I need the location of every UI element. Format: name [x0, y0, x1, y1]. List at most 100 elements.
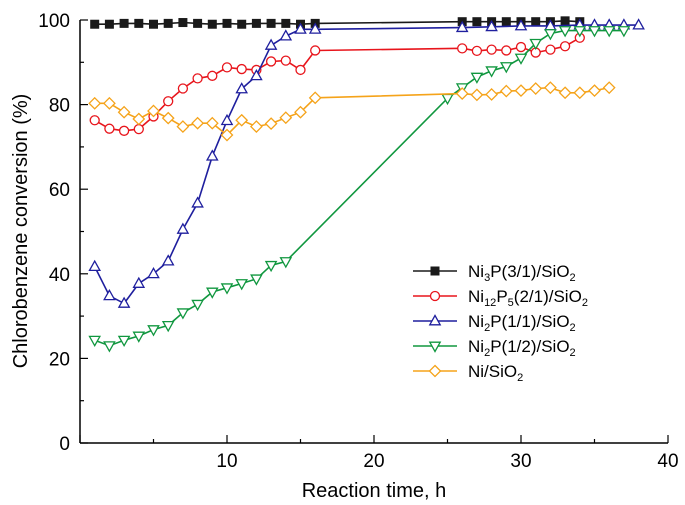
data-point: [90, 19, 100, 29]
data-point: [205, 149, 219, 161]
data-point: [266, 18, 276, 28]
x-axis-title: Reaction time, h: [302, 480, 447, 502]
data-point: [514, 19, 528, 31]
data-point: [88, 96, 102, 110]
data-point: [178, 18, 188, 28]
legend-marker: [428, 314, 442, 326]
data-point: [617, 26, 631, 38]
data-point: [632, 18, 645, 30]
data-point: [161, 111, 175, 125]
data-point: [294, 22, 307, 34]
data-point: [149, 19, 158, 29]
data-point: [205, 287, 219, 299]
data-point: [132, 331, 146, 343]
data-point: [147, 104, 160, 118]
data-point: [264, 38, 278, 50]
data-point: [308, 22, 322, 34]
y-tick-label: 80: [49, 96, 70, 117]
data-point: [265, 56, 277, 67]
data-point: [134, 18, 144, 28]
data-point: [545, 44, 556, 55]
data-point: [193, 18, 203, 28]
data-point: [104, 19, 114, 29]
legend-marker: [429, 290, 441, 302]
data-point: [104, 123, 115, 134]
data-point: [205, 116, 219, 130]
data-point: [560, 16, 570, 26]
data-point: [132, 112, 146, 126]
data-point: [191, 299, 204, 312]
data-point: [163, 96, 174, 107]
data-point: [237, 19, 247, 29]
x-ticks: 10 20 30 40: [79, 435, 679, 472]
data-point: [133, 123, 144, 135]
data-point: [457, 43, 468, 54]
data-point: [117, 296, 131, 308]
data-point: [119, 18, 129, 28]
data-point: [531, 17, 541, 27]
x-tick-label: 10: [216, 451, 237, 472]
data-point: [191, 196, 204, 208]
data-point: [264, 260, 278, 273]
series-3: [88, 26, 631, 353]
data-point: [249, 120, 263, 134]
data-point: [102, 96, 116, 110]
data-point: [264, 117, 278, 131]
data-point: [220, 128, 234, 142]
data-point: [221, 62, 233, 73]
data-point: [294, 105, 307, 119]
data-point: [279, 29, 293, 41]
data-point: [236, 63, 247, 75]
data-point: [191, 116, 205, 130]
data-point: [499, 84, 513, 98]
data-point: [485, 66, 498, 78]
data-point: [147, 266, 160, 279]
data-point: [308, 91, 322, 105]
data-point: [176, 308, 190, 320]
data-point: [192, 73, 203, 84]
data-point: [176, 120, 190, 134]
series-layer: [88, 16, 645, 353]
data-point: [207, 70, 218, 81]
legend-label: Ni2P(1/2)/SiO2: [468, 337, 576, 359]
data-point: [472, 17, 482, 27]
data-point: [499, 62, 513, 74]
y-axis-title: Chlorobenzene conversion (%): [10, 94, 32, 369]
series-1: [89, 32, 585, 136]
legend-label: Ni2P(1/1)/SiO2: [468, 312, 576, 334]
x-tick-label: 40: [657, 451, 678, 472]
data-point: [455, 87, 469, 101]
data-point: [207, 19, 217, 29]
data-point: [220, 283, 234, 295]
data-point: [514, 84, 528, 98]
data-point: [235, 279, 249, 291]
y-tick-label: 40: [49, 265, 70, 286]
data-point: [588, 84, 601, 98]
data-point: [573, 86, 587, 100]
data-point: [529, 38, 543, 51]
data-point: [163, 18, 173, 28]
plot-frame: [79, 20, 668, 444]
data-point: [250, 274, 263, 286]
data-point: [310, 45, 321, 56]
data-point: [558, 86, 572, 100]
data-point: [118, 125, 130, 136]
legend-item: Ni/SiO2: [413, 362, 523, 384]
data-point: [515, 41, 527, 53]
data-point: [250, 69, 263, 81]
data-point: [558, 26, 572, 38]
data-point: [573, 26, 587, 38]
y-tick-label: 60: [49, 180, 70, 201]
series-4: [88, 81, 616, 142]
data-point: [486, 44, 497, 55]
y-ticks: 0 20 40 60 80 100: [38, 11, 88, 455]
data-point: [132, 276, 146, 288]
data-point: [88, 335, 102, 348]
data-point: [103, 341, 116, 353]
data-point: [279, 257, 293, 269]
legend: Ni3P(3/1)/SiO2 Ni12P5(2/1)/SiO2 Ni2P(1/1)/…: [413, 262, 588, 384]
data-point: [103, 288, 116, 301]
data-point: [471, 45, 483, 57]
data-point: [602, 26, 616, 38]
data-point: [89, 115, 100, 126]
